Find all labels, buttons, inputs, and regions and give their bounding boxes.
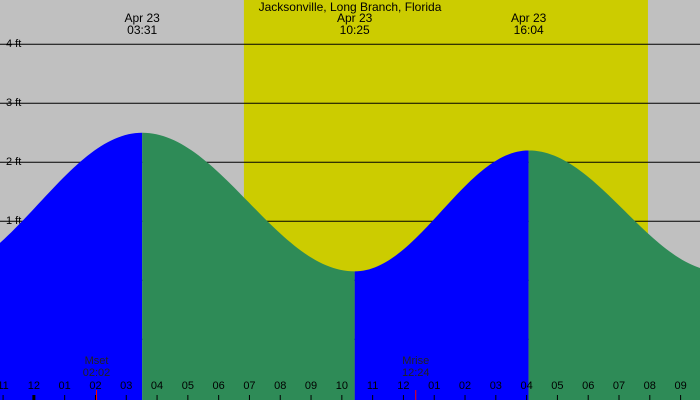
chart-title: Jacksonville, Long Branch, Florida	[259, 0, 442, 14]
x-tick-label: 10	[336, 380, 348, 392]
tide-time: 03:31	[127, 23, 157, 37]
moon-time: 12:24	[402, 367, 430, 379]
x-tick-label: 06	[213, 380, 225, 392]
x-tick-label: 04	[151, 380, 163, 392]
x-tick-label: 12	[397, 380, 409, 392]
y-tick-label: 4 ft	[6, 38, 21, 50]
falling-tide	[142, 132, 355, 400]
y-tick-label: 2 ft	[6, 156, 21, 168]
tide-time: 10:25	[340, 23, 370, 37]
moon-event: Mrise	[402, 355, 429, 367]
x-tick-label: 06	[582, 380, 594, 392]
x-tick-label: 08	[644, 380, 656, 392]
tide-date: Apr 23	[511, 11, 547, 25]
x-tick-label: 07	[613, 380, 625, 392]
moon-event: Mset	[85, 355, 109, 367]
x-tick-label: 08	[274, 380, 286, 392]
tide-date: Apr 23	[125, 11, 161, 25]
x-tick-label: 01	[428, 380, 440, 392]
x-tick-label: 09	[305, 380, 317, 392]
x-tick-label: 03	[120, 380, 132, 392]
x-tick-label: 11	[0, 380, 9, 392]
x-tick-label: 03	[490, 380, 502, 392]
x-tick-label: 07	[243, 380, 255, 392]
tide-time: 16:04	[514, 23, 544, 37]
x-tick-label: 02	[459, 380, 471, 392]
x-tick-label: 11	[367, 380, 378, 392]
x-tick-label: 12	[28, 380, 40, 392]
x-tick-label: 09	[674, 380, 686, 392]
x-tick-label: 04	[520, 380, 532, 392]
rising-tide	[0, 132, 143, 400]
moon-time: 02:02	[83, 367, 111, 379]
tide-date: Apr 23	[337, 11, 373, 25]
rising-tide	[354, 150, 529, 400]
x-tick-label: 02	[89, 380, 101, 392]
falling-tide	[528, 150, 700, 400]
y-tick-label: 1 ft	[6, 215, 21, 227]
x-tick-label: 05	[551, 380, 563, 392]
y-tick-label: 3 ft	[6, 97, 21, 109]
x-tick-label: 01	[59, 380, 71, 392]
x-tick-label: 05	[182, 380, 194, 392]
